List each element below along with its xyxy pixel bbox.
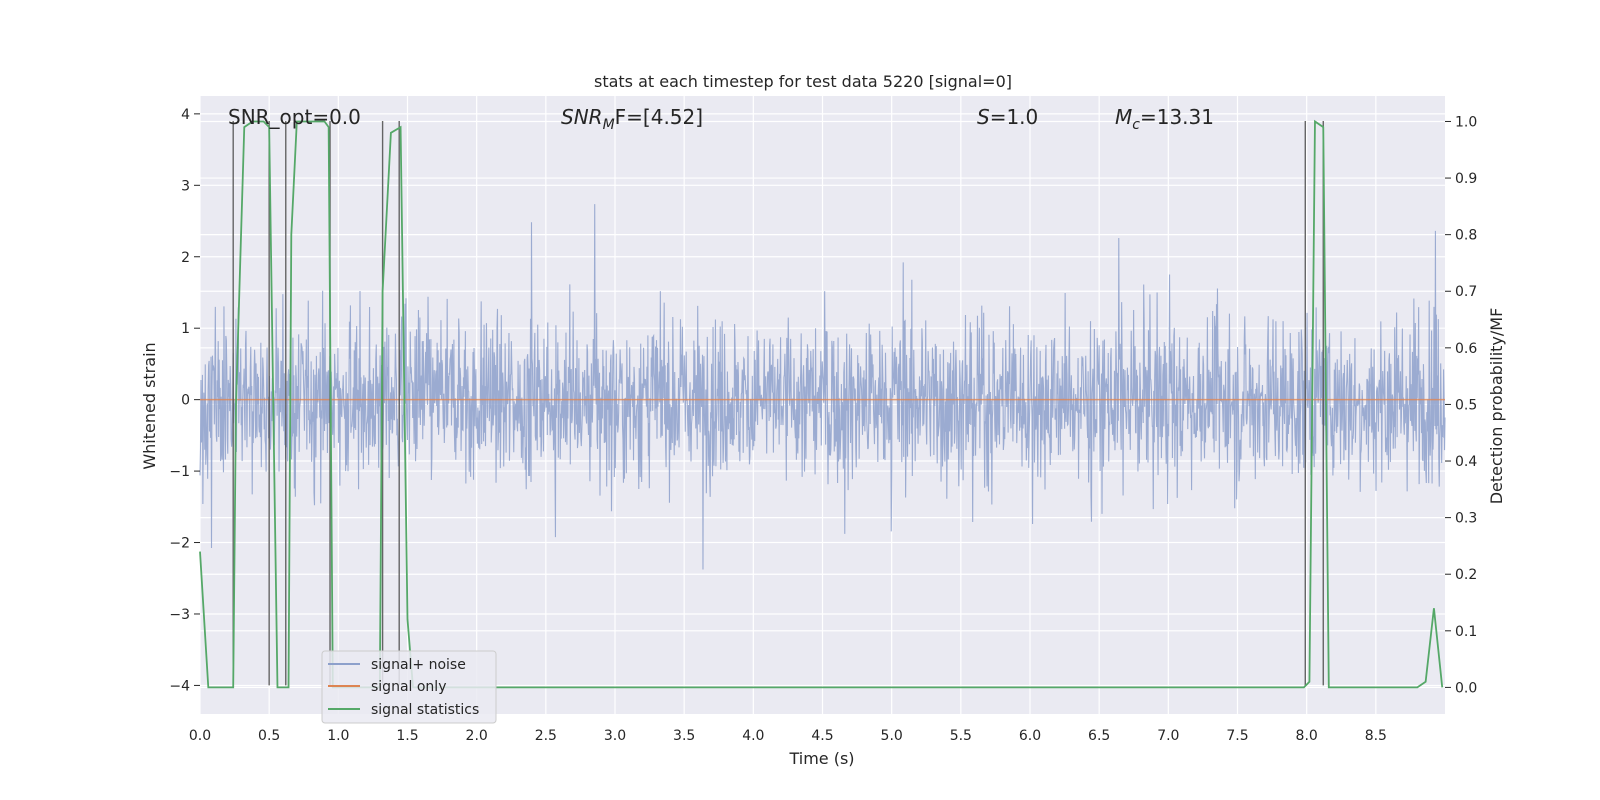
x-tick-label: 8.0 — [1296, 728, 1318, 744]
x-tick-label: 1.0 — [327, 728, 349, 744]
y2-tick-label: 0.9 — [1455, 171, 1477, 187]
y2-tick-label: 0.5 — [1455, 397, 1477, 413]
x-tick-label: 5.0 — [881, 728, 903, 744]
legend-label-statistics: signal statistics — [371, 702, 479, 718]
x-axis-label: Time (s) — [788, 749, 854, 768]
y2-tick-label: 0.3 — [1455, 511, 1477, 527]
y2-tick-label: 0.1 — [1455, 624, 1477, 640]
s-rest: =1.0 — [990, 105, 1039, 129]
y2-tick-label: 0.4 — [1455, 454, 1477, 470]
x-tick-label: 6.0 — [1019, 728, 1041, 744]
y-tick-label: 4 — [181, 107, 190, 123]
legend-label-noise: signal+ noise — [371, 657, 466, 673]
x-tick-label: 7.0 — [1157, 728, 1179, 744]
mc-base: M — [1115, 105, 1132, 129]
noise-path — [199, 204, 1446, 570]
y-tick-label: 3 — [181, 178, 190, 194]
x-axis-ticks: 0.0 0.5 1.0 1.5 2.0 2.5 3.0 3.5 4.0 4.5 5.0 5.5 6.0 6… — [189, 728, 1387, 744]
y-tick-label: 2 — [181, 250, 190, 266]
y-tick-label: −4 — [169, 678, 190, 694]
x-tick-label: 8.5 — [1365, 728, 1387, 744]
x-tick-label: 3.5 — [673, 728, 695, 744]
y-tick-label: −1 — [169, 464, 190, 480]
noise-trace — [199, 204, 1446, 570]
chart-title: stats at each timestep for test data 522… — [594, 72, 1012, 91]
y-tick-label: 1 — [181, 321, 190, 337]
y2-tick-label: 0.7 — [1455, 284, 1477, 300]
x-tick-label: 4.5 — [811, 728, 833, 744]
x-tick-label: 2.0 — [466, 728, 488, 744]
y-tick-label: −2 — [169, 536, 190, 552]
mc-rest: =13.31 — [1140, 105, 1214, 129]
y2-axis-label: Detection probability/MF — [1487, 308, 1506, 505]
x-tick-label: 2.5 — [535, 728, 557, 744]
mc-subscript: c — [1132, 117, 1140, 133]
y2-axis-ticks: 1.0 0.9 0.8 0.7 0.6 0.5 0.4 0.3 0.2 0.1 0.0 — [1445, 114, 1477, 696]
legend-box — [321, 650, 497, 724]
x-tick-label: 5.5 — [950, 728, 972, 744]
y-axis-label: Whitened strain — [140, 342, 159, 469]
y2-tick-label: 0.6 — [1455, 341, 1477, 357]
x-tick-label: 3.0 — [604, 728, 626, 744]
legend-label-signal-only: signal only — [371, 679, 446, 695]
y-tick-label: 0 — [181, 393, 190, 409]
y-tick-label: −3 — [169, 607, 190, 623]
s-italic: S — [977, 105, 990, 129]
snr-mf-base: SNR — [561, 105, 603, 129]
annotation-snr-mf: SNRMF=[4.52] — [561, 105, 703, 133]
y2-tick-label: 0.8 — [1455, 228, 1477, 244]
y2-tick-label: 1.0 — [1455, 114, 1477, 130]
x-tick-label: 4.0 — [742, 728, 764, 744]
snr-mf-subscript: M — [603, 117, 615, 133]
x-tick-label: 1.5 — [396, 728, 418, 744]
y2-tick-label: 0.0 — [1455, 680, 1477, 696]
annotation-snr-opt: SNR_opt=0.0 — [228, 105, 361, 129]
legend: signal+ noise signal only signal statist… — [321, 650, 497, 724]
annotation-s: S=1.0 — [977, 105, 1038, 129]
x-tick-label: 7.5 — [1226, 728, 1248, 744]
annotation-mc: Mc=13.31 — [1115, 105, 1214, 133]
snr-mf-rest: F=[4.52] — [615, 105, 703, 129]
y-axis-ticks: 4 3 2 1 0 −1 −2 −3 −4 — [169, 107, 200, 694]
grid-lines — [199, 96, 1445, 714]
y2-tick-label: 0.2 — [1455, 567, 1477, 583]
x-tick-label: 6.5 — [1088, 728, 1110, 744]
x-tick-label: 0.5 — [258, 728, 280, 744]
x-tick-label: 0.0 — [189, 728, 211, 744]
